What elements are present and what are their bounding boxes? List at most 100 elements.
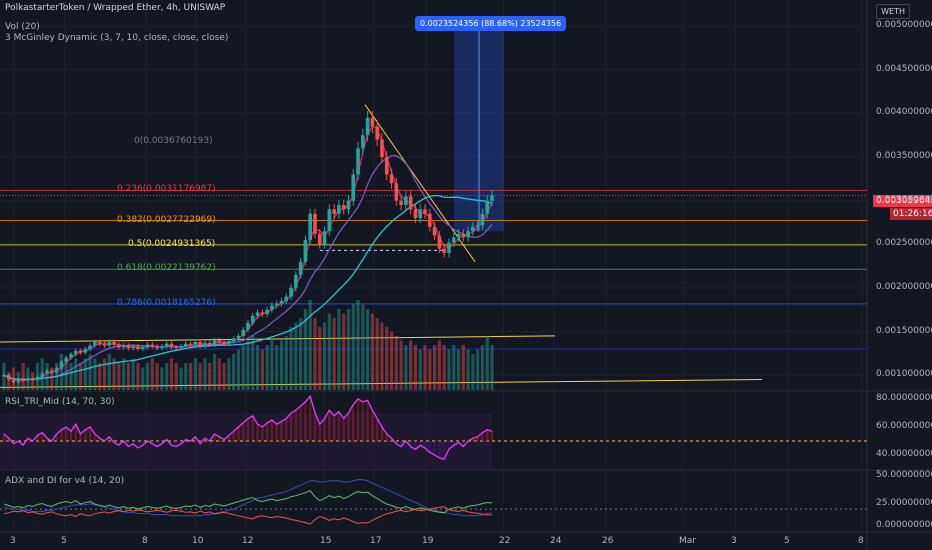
volume-bar bbox=[327, 313, 331, 390]
candle-body bbox=[442, 248, 446, 254]
candle-body bbox=[236, 335, 241, 339]
candle-body bbox=[69, 354, 73, 358]
volume-bar bbox=[346, 309, 351, 390]
fib-label: 0.5(0.0024931365) bbox=[128, 238, 216, 249]
volume-bar bbox=[74, 358, 78, 390]
candle-body bbox=[184, 343, 188, 347]
candle-body bbox=[93, 342, 97, 346]
volume-bar bbox=[385, 327, 389, 390]
candle-body bbox=[255, 312, 260, 316]
volume-bar bbox=[289, 327, 293, 390]
candle-body bbox=[346, 200, 351, 210]
candle-body bbox=[150, 344, 155, 347]
volume-bar bbox=[112, 358, 116, 390]
candle-body bbox=[404, 196, 408, 206]
adx-panel-title[interactable]: ADX and DI for v4 (14, 20) bbox=[5, 476, 125, 486]
candle-body bbox=[332, 209, 336, 214]
candle-body bbox=[303, 239, 308, 262]
volume-bar bbox=[141, 367, 145, 390]
candle-body bbox=[480, 213, 485, 226]
volume-bar bbox=[265, 345, 269, 390]
time-tick: 12 bbox=[242, 536, 254, 546]
candle-body bbox=[456, 233, 461, 238]
volume-bar bbox=[126, 363, 130, 390]
volume-bar bbox=[222, 363, 226, 390]
fib-label: 0.786(0.0018165276) bbox=[117, 297, 216, 308]
candle-body bbox=[50, 370, 54, 373]
candle-body bbox=[164, 343, 169, 347]
candle-body bbox=[432, 226, 437, 236]
fib-label: 0(0.0036760193) bbox=[134, 135, 213, 146]
fib-label: 0.236(0.0031176987) bbox=[117, 184, 216, 195]
volume-bar bbox=[375, 318, 379, 390]
candle-body bbox=[418, 209, 423, 219]
volume-bar bbox=[471, 354, 475, 390]
volume-bar bbox=[466, 349, 470, 390]
pair-button[interactable]: WETH bbox=[876, 4, 910, 19]
candle-body bbox=[475, 225, 480, 227]
volume-bar bbox=[260, 349, 264, 390]
volume-bar bbox=[490, 345, 494, 390]
volume-bar bbox=[409, 340, 413, 390]
volume-bar bbox=[232, 354, 236, 390]
candle-body bbox=[131, 346, 135, 349]
price-tick: 0.0045000000 bbox=[876, 63, 932, 74]
volume-indicator-label[interactable]: Vol (20) bbox=[5, 22, 40, 32]
sub-panel-tick: 50.0000000000 bbox=[876, 470, 932, 481]
measure-label: 0.0023524356 (88.68%) 23524356 bbox=[415, 16, 567, 31]
trend-line bbox=[0, 379, 763, 388]
candle-body bbox=[246, 322, 250, 330]
candle-body bbox=[341, 205, 346, 210]
candle-body bbox=[447, 242, 451, 254]
price-tick: 0.0050000000 bbox=[876, 20, 932, 31]
candle-body bbox=[284, 296, 289, 302]
volume-bar bbox=[155, 363, 159, 390]
candle-body bbox=[490, 195, 494, 201]
candle-body bbox=[466, 231, 470, 238]
candle-body bbox=[30, 378, 35, 380]
candle-body bbox=[399, 200, 403, 206]
mcginley-indicator-label[interactable]: 3 McGinley Dynamic (3, 7, 10, close, clo… bbox=[5, 33, 229, 43]
volume-bar bbox=[480, 345, 485, 390]
candle-body bbox=[279, 301, 284, 304]
time-tick: 3 bbox=[731, 536, 737, 546]
volume-bar bbox=[366, 309, 370, 390]
last-price-badge: 0.0030596421 bbox=[873, 195, 932, 207]
volume-bar bbox=[461, 345, 465, 390]
volume-bar bbox=[212, 354, 217, 390]
candle-body bbox=[375, 126, 379, 140]
volume-bar bbox=[437, 340, 441, 390]
candle-body bbox=[188, 343, 193, 345]
volume-bar bbox=[294, 322, 298, 390]
volume-bar bbox=[318, 327, 322, 390]
rsi-panel-title[interactable]: RSI_TRI_Mid (14, 70, 30) bbox=[5, 397, 115, 407]
candle-body bbox=[11, 379, 16, 383]
volume-bar bbox=[399, 340, 403, 390]
candle-body bbox=[322, 231, 327, 245]
adx-line bbox=[3, 479, 493, 517]
candle-body bbox=[327, 209, 332, 232]
candle-body bbox=[308, 213, 312, 240]
candle-body bbox=[461, 233, 466, 238]
volume-bar bbox=[169, 358, 174, 390]
di-plus-line bbox=[3, 490, 493, 514]
price-tick: 0.0040000000 bbox=[876, 107, 932, 118]
volume-bar bbox=[370, 313, 374, 390]
fib-label: 0.618(0.0022139762) bbox=[117, 263, 216, 274]
price-tick: 0.0020000000 bbox=[876, 281, 932, 292]
time-tick: 24 bbox=[550, 536, 562, 546]
time-tick: 17 bbox=[370, 536, 382, 546]
volume-bar bbox=[456, 349, 461, 390]
mcginley-mid-line bbox=[3, 155, 493, 381]
candle-body bbox=[260, 312, 265, 315]
candle-body bbox=[88, 345, 92, 349]
candle-body bbox=[423, 209, 427, 214]
candle-body bbox=[241, 329, 246, 336]
candle-body bbox=[274, 303, 279, 306]
volume-bar bbox=[418, 349, 422, 390]
candle-body bbox=[102, 343, 107, 346]
candle-body bbox=[370, 117, 375, 127]
volume-bar bbox=[332, 318, 336, 390]
volume-bar bbox=[136, 363, 140, 390]
